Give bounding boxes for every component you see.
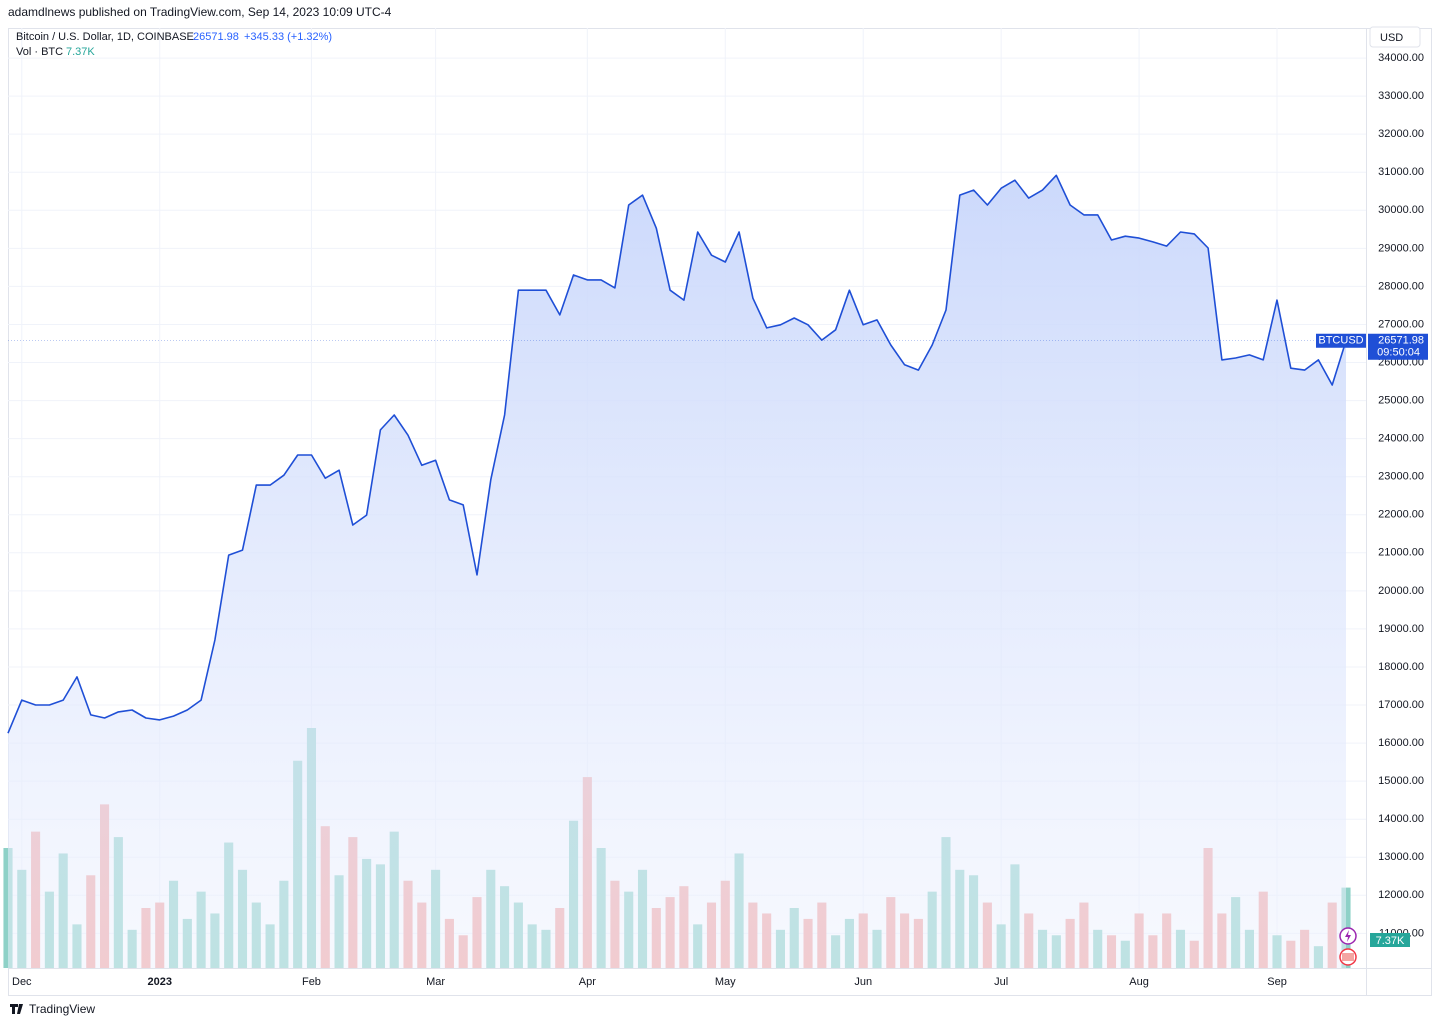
- volume-last: 7.37K: [66, 46, 95, 58]
- currency-button[interactable]: [1369, 26, 1421, 48]
- y-tick-label: 29000.00: [1378, 242, 1424, 254]
- y-tick-label: 31000.00: [1378, 166, 1424, 178]
- y-tick-label: 25000.00: [1378, 394, 1424, 406]
- flag-icon-body: [1342, 953, 1354, 961]
- y-tick-label: 21000.00: [1378, 547, 1424, 559]
- x-tick-label: Feb: [302, 976, 321, 988]
- x-tick-label: Sep: [1267, 976, 1287, 988]
- y-tick-label: 22000.00: [1378, 509, 1424, 521]
- price-area: [8, 175, 1346, 969]
- y-tick-label: 34000.00: [1378, 52, 1424, 64]
- publisher: adamdlnews published on TradingView.com,…: [8, 5, 392, 19]
- y-tick-label: 13000.00: [1378, 851, 1424, 863]
- y-tick-label: 33000.00: [1378, 90, 1424, 102]
- event-icon-bolt: [1345, 930, 1351, 942]
- y-tick-label: 12000.00: [1378, 889, 1424, 901]
- x-tick-label: Jul: [994, 976, 1008, 988]
- x-tick-label: Apr: [579, 976, 596, 988]
- y-tick-label: 16000.00: [1378, 737, 1424, 749]
- price-badge: [1368, 333, 1428, 360]
- y-tick-label: 18000.00: [1378, 661, 1424, 673]
- volume-label: Vol · BTC: [16, 46, 63, 58]
- symbol-badge-label: BTCUSD: [1318, 335, 1363, 347]
- x-tick-label: Jun: [854, 976, 872, 988]
- price-change: +345.33 (+1.32%): [244, 31, 332, 43]
- y-tick-label: 17000.00: [1378, 699, 1424, 711]
- brand: TradingView: [29, 1002, 95, 1016]
- y-tick-label: 24000.00: [1378, 433, 1424, 445]
- logo: [10, 1004, 23, 1014]
- y-tick-label: 28000.00: [1378, 280, 1424, 292]
- x-tick-label: Mar: [426, 976, 445, 988]
- y-tick-label: 27000.00: [1378, 318, 1424, 330]
- y-tick-label: 23000.00: [1378, 471, 1424, 483]
- last-price: 26571.98: [193, 31, 239, 43]
- y-tick-label: 20000.00: [1378, 585, 1424, 597]
- price-line: [7, 174, 1347, 734]
- y-tick-label: 19000.00: [1378, 623, 1424, 635]
- x-tick-label: 2023: [147, 976, 171, 988]
- volume-badge: [1370, 933, 1410, 947]
- y-tick-label: 14000.00: [1378, 813, 1424, 825]
- symbol: Bitcoin / U.S. Dollar, 1D, COINBASE: [16, 31, 194, 43]
- y-tick-label: 30000.00: [1378, 204, 1424, 216]
- y-tick-label: 32000.00: [1378, 128, 1424, 140]
- x-tick-label: Aug: [1129, 976, 1149, 988]
- volume-badge-label: 7.37K: [1376, 935, 1405, 947]
- x-tick-label: Dec: [12, 976, 32, 988]
- price-badge-label: 26571.98: [1378, 335, 1424, 347]
- x-tick-label: May: [715, 976, 736, 988]
- symbol-badge: [1316, 333, 1366, 348]
- frame: [8, 28, 1432, 996]
- currency[interactable]: USD: [1380, 32, 1403, 44]
- countdown: 09:50:04: [1377, 347, 1420, 359]
- y-tick-label: 15000.00: [1378, 775, 1424, 787]
